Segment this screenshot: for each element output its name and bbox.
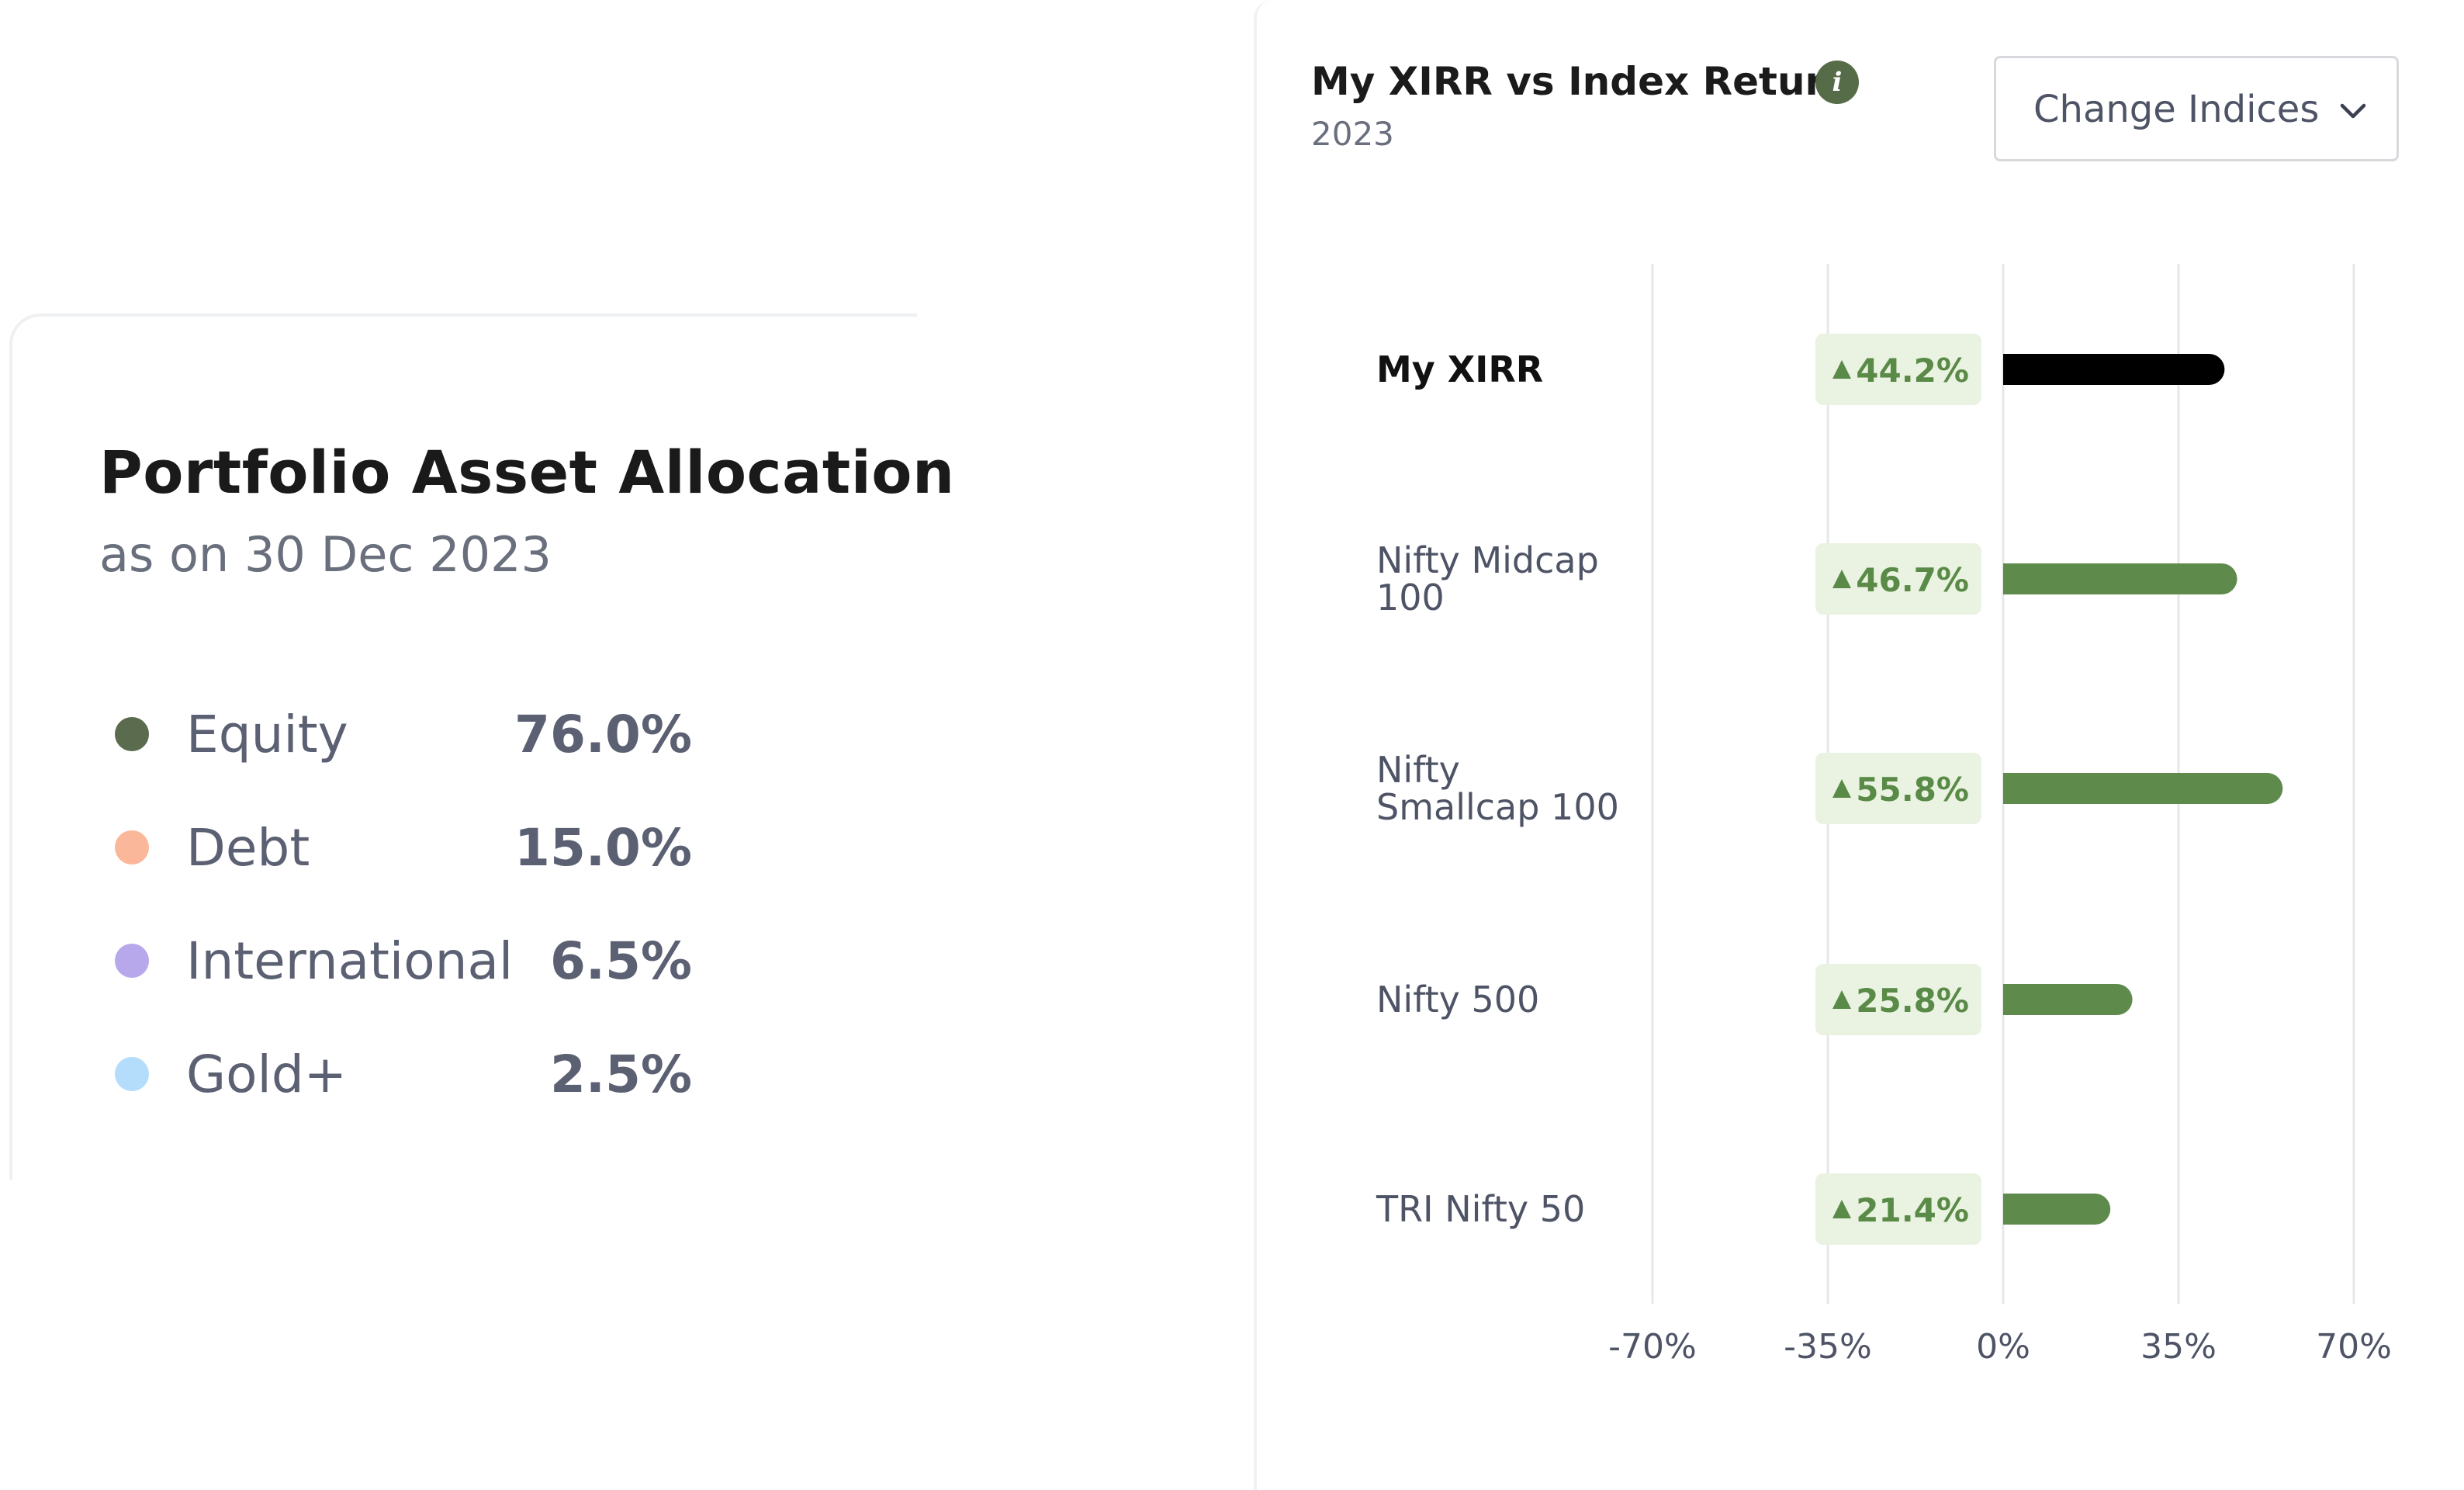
value-label: 44.2%: [1856, 352, 1969, 390]
legend-dot-icon: [115, 830, 149, 865]
up-arrow-icon: [1832, 779, 1851, 798]
bar-base: [2003, 354, 2019, 385]
bar-base: [2003, 563, 2019, 594]
allocation-item-international: International 6.5%: [12, 916, 917, 1009]
value-label: 25.8%: [1856, 982, 1969, 1020]
bar-base: [2003, 773, 2019, 804]
xirr-title: My XIRR vs Index Return: [1311, 59, 1852, 104]
change-indices-dropdown[interactable]: Change Indices: [1994, 56, 2399, 161]
allocation-item-debt: Debt 15.0%: [12, 802, 917, 896]
allocation-label: Debt: [186, 818, 310, 878]
bar: [2003, 1194, 2111, 1225]
allocation-label: Equity: [186, 705, 348, 764]
bar: [2003, 354, 2225, 385]
legend-dot-icon: [115, 1057, 149, 1091]
value-badge: [1815, 334, 1981, 405]
x-tick-label: 70%: [2316, 1327, 2392, 1367]
legend-dot-icon: [115, 717, 149, 751]
allocation-title: Portfolio Asset Allocation: [99, 438, 955, 507]
bar: [2003, 563, 2237, 594]
x-tick-label: -70%: [1608, 1327, 1697, 1367]
allocation-item-gold: Gold+ 2.5%: [12, 1029, 917, 1122]
x-tick-label: -35%: [1784, 1327, 1872, 1367]
bar: [2003, 773, 2283, 804]
value-badge: [1815, 753, 1981, 824]
xirr-vs-index-card: My XIRR vs Index Return i 2023 Change In…: [1254, 0, 2448, 1490]
allocation-value: 6.5%: [549, 931, 692, 991]
allocation-item-equity: Equity 76.0%: [12, 689, 917, 782]
allocation-subtitle: as on 30 Dec 2023: [99, 526, 552, 583]
info-icon[interactable]: i: [1815, 61, 1859, 104]
allocation-label: International: [186, 931, 514, 991]
bar: [2003, 984, 2133, 1015]
category-label: Nifty 500: [1376, 979, 1539, 1020]
allocation-value: 2.5%: [549, 1045, 692, 1104]
value-badge: [1815, 543, 1981, 615]
up-arrow-icon: [1832, 990, 1851, 1009]
bar-base: [2003, 984, 2019, 1015]
x-tick-label: 0%: [1976, 1327, 2030, 1367]
allocation-value: 15.0%: [514, 818, 692, 878]
up-arrow-icon: [1832, 570, 1851, 588]
bar-base: [2003, 1194, 2019, 1225]
up-arrow-icon: [1832, 360, 1851, 379]
value-label: 46.7%: [1856, 561, 1969, 599]
up-arrow-icon: [1832, 1200, 1851, 1218]
category-label: TRI Nifty 50: [1376, 1188, 1585, 1230]
category-label: My XIRR: [1376, 348, 1543, 390]
value-label: 21.4%: [1856, 1191, 1969, 1229]
value-badge: [1815, 1173, 1981, 1245]
value-badge: [1815, 964, 1981, 1035]
x-tick-label: 35%: [2140, 1327, 2217, 1367]
allocation-value: 76.0%: [514, 705, 692, 764]
change-indices-label: Change Indices: [2033, 88, 2320, 131]
value-label: 55.8%: [1856, 771, 1969, 809]
xirr-year: 2023: [1311, 115, 1394, 153]
asset-allocation-card: Portfolio Asset Allocation as on 30 Dec …: [9, 314, 954, 1180]
chevron-down-icon: [2340, 103, 2366, 119]
allocation-label: Gold+: [186, 1045, 348, 1104]
legend-dot-icon: [115, 944, 149, 978]
category-label: Nifty Midcap 100: [1376, 539, 1599, 619]
category-label: Nifty Smallcap 100: [1376, 749, 1619, 828]
xirr-bar-chart: -70% -35% 0% 35% 70% My XIRR 44.2% Nifty Midcap…: [1376, 264, 2392, 1367]
